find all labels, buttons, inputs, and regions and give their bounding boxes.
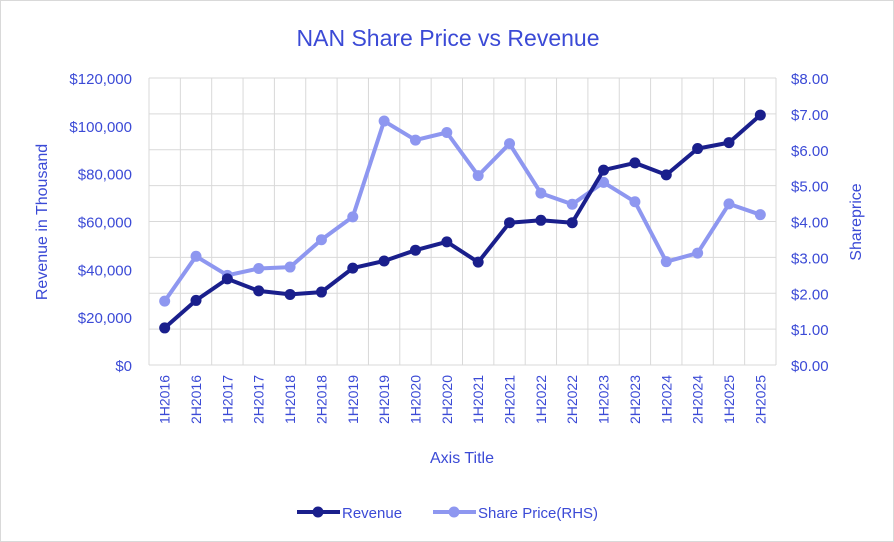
chart-title: NAN Share Price vs Revenue: [297, 25, 600, 51]
x-tick-label: 2H2019: [376, 375, 392, 424]
revenue-point: [221, 273, 233, 285]
x-tick-label: 1H2018: [282, 375, 298, 424]
legend-marker-revenue: [312, 506, 324, 518]
share-price-point: [347, 211, 359, 223]
y-axis-title: Revenue in Thousand: [34, 144, 51, 300]
share-price-point: [535, 187, 547, 199]
y2-tick-label: $7.00: [791, 107, 829, 124]
x-tick-label: 1H2016: [157, 375, 173, 424]
legend-label-revenue: Revenue: [342, 505, 402, 522]
y2-tick-label: $1.00: [791, 322, 829, 339]
x-tick-label: 1H2022: [533, 375, 549, 424]
share-price-point: [409, 134, 421, 146]
y2-axis-title: Shareprice: [848, 183, 865, 260]
revenue-point: [598, 164, 610, 176]
y2-tick-label: $4.00: [791, 215, 829, 232]
y2-tick-label: $5.00: [791, 179, 829, 196]
share-price-point: [253, 262, 265, 274]
x-tick-label: 2H2025: [752, 375, 768, 424]
share-price-point: [754, 209, 766, 221]
x-tick-label: 2H2016: [188, 375, 204, 424]
x-tick-label: 1H2020: [407, 375, 423, 424]
y2-tick-label: $0.00: [791, 358, 829, 375]
x-tick-label: 2H2017: [251, 375, 267, 424]
x-tick-label: 2H2020: [439, 375, 455, 424]
legend: Revenue Share Price(RHS): [297, 505, 598, 522]
revenue-point: [754, 109, 766, 121]
y-tick-label: $120,000: [69, 71, 132, 88]
x-tick-label: 1H2024: [658, 375, 674, 424]
revenue-point: [504, 217, 516, 229]
share-price-point: [504, 138, 516, 150]
y-tick-label: $80,000: [78, 167, 132, 184]
share-price-point: [159, 295, 171, 307]
y2-tick-label: $2.00: [791, 286, 829, 303]
share-price-point: [441, 127, 453, 139]
x-tick-label: 1H2023: [596, 375, 612, 424]
y-tick-label: $20,000: [78, 310, 132, 327]
share-price-point: [723, 198, 735, 210]
x-tick-label: 2H2018: [313, 375, 329, 424]
share-price-point: [692, 247, 704, 259]
revenue-point: [190, 294, 202, 306]
x-tick-label: 2H2024: [690, 375, 706, 424]
gridlines: [148, 77, 777, 366]
y2-tick-label: $6.00: [791, 143, 829, 160]
share-price-point: [598, 176, 610, 188]
y2-tick-label: $8.00: [791, 71, 829, 88]
share-price-point: [378, 115, 390, 127]
x-tick-label: 1H2019: [345, 375, 361, 424]
revenue-point: [284, 288, 296, 300]
legend-label-share-price: Share Price(RHS): [478, 505, 598, 522]
x-tick-label: 2H2022: [564, 375, 580, 424]
y2-tick-label: $3.00: [791, 250, 829, 267]
y-tick-label: $100,000: [69, 119, 132, 136]
revenue-point: [159, 322, 171, 334]
x-tick-label: 1H2025: [721, 375, 737, 424]
revenue-point: [472, 256, 484, 268]
x-tick-label: 1H2021: [470, 375, 486, 424]
share-price-point: [472, 170, 484, 182]
revenue-point: [629, 157, 641, 169]
revenue-point: [692, 143, 704, 155]
legend-marker-share-price: [448, 506, 460, 518]
revenue-point: [409, 244, 421, 256]
x-tick-label: 1H2017: [219, 375, 235, 424]
axis-tick-labels: $0 $20,000 $40,000 $60,000 $80,000 $100,000 $1…: [69, 71, 828, 424]
share-price-point: [629, 196, 641, 208]
revenue-point: [535, 214, 547, 226]
revenue-point: [315, 286, 327, 298]
revenue-point: [566, 217, 578, 229]
share-price-point: [315, 234, 327, 246]
revenue-point: [253, 285, 265, 297]
share-price-point: [284, 261, 296, 273]
revenue-point: [723, 137, 735, 149]
y-tick-label: $60,000: [78, 215, 132, 232]
revenue-point: [378, 255, 390, 267]
share-price-point: [660, 256, 672, 268]
revenue-point: [441, 236, 453, 248]
y-tick-label: $40,000: [78, 262, 132, 279]
revenue-point: [347, 262, 359, 274]
x-axis-title: Axis Title: [430, 450, 494, 467]
revenue-point: [660, 169, 672, 181]
x-tick-label: 2H2021: [502, 375, 518, 424]
plot-series: [159, 109, 766, 334]
share-price-point: [190, 250, 202, 262]
x-tick-label: 2H2023: [627, 375, 643, 424]
share-price-point: [566, 198, 578, 210]
y-tick-label: $0: [115, 358, 132, 375]
